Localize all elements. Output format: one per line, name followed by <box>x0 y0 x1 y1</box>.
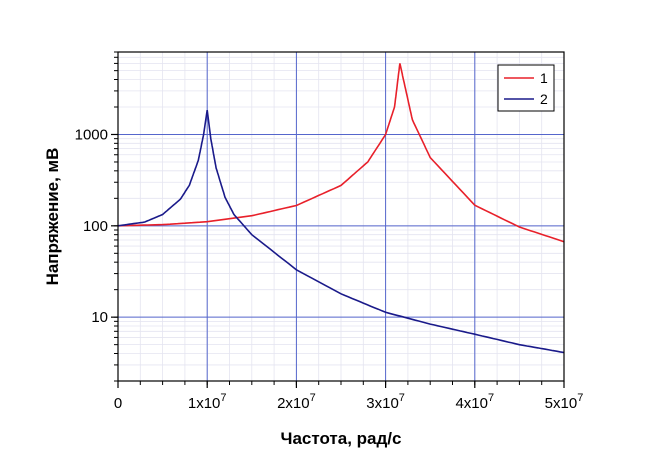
tick-labels: 0 1x107 2x107 3x107 4x107 5x107 10 100 1000 <box>75 126 584 412</box>
x-tick-label: 3x107 <box>366 392 405 412</box>
x-tick-label: 2x107 <box>277 392 316 412</box>
legend-label-1: 1 <box>540 70 548 86</box>
x-tick-label: 5x107 <box>545 392 584 412</box>
x-tick-label: 4x107 <box>455 392 494 412</box>
y-tick-label: 100 <box>83 218 108 235</box>
y-tick-label: 10 <box>91 309 108 326</box>
series-layer <box>117 63 565 354</box>
legend: 12 <box>497 64 555 112</box>
legend-label-2: 2 <box>540 91 548 107</box>
series-line-1 <box>117 63 565 243</box>
legend-box <box>497 64 555 112</box>
x-tick-label: 0 <box>114 395 122 412</box>
series-line-2 <box>117 109 565 354</box>
tick-marks <box>111 51 565 388</box>
y-axis-title: Напряжение, мВ <box>43 148 62 286</box>
x-tick-label: 1x107 <box>188 392 227 412</box>
y-tick-label: 1000 <box>75 126 108 143</box>
x-axis-title: Частота, рад/с <box>281 429 402 448</box>
major-grid <box>118 52 564 381</box>
